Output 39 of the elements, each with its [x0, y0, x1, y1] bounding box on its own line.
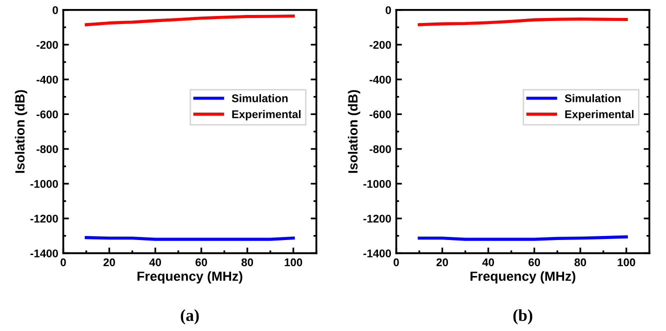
x-tick-label: 40 — [482, 258, 494, 266]
y-axis-title: Isolation (dB) — [348, 90, 360, 173]
y-tick-label: -800 — [36, 145, 58, 154]
y-tick-label: -800 — [370, 145, 391, 154]
y-tick-label: -600 — [370, 110, 391, 118]
y-tick-label: 0 — [386, 6, 391, 14]
y-tick-label: -1400 — [30, 249, 58, 258]
line-series — [84, 14, 295, 26]
y-tick-label: -200 — [36, 40, 58, 49]
y-tick-label: -400 — [370, 76, 391, 84]
y-tick-label: -1200 — [363, 214, 391, 223]
x-tick-label: 60 — [528, 258, 540, 266]
y-tick-label: -1000 — [30, 180, 58, 188]
text: (a) — [180, 309, 199, 324]
y-tick-label: -1400 — [363, 249, 391, 258]
text: (b) — [513, 309, 532, 324]
x-axis-title: Frequency (MHz) — [470, 271, 576, 284]
y-tick-label: -1000 — [363, 180, 391, 188]
x-tick-label: 40 — [149, 258, 162, 266]
y-tick-label: -600 — [36, 110, 58, 118]
x-tick-label: 20 — [436, 258, 448, 266]
y-tick-label: -200 — [370, 40, 391, 49]
x-tick-label: 100 — [618, 258, 636, 266]
legend-label: Experimental — [232, 110, 301, 120]
legend-label: Simulation — [232, 94, 288, 102]
x-tick-label: 80 — [574, 258, 586, 266]
x-tick-label: 80 — [242, 258, 254, 266]
x-tick-label: 0 — [394, 258, 399, 266]
y-tick-label: 0 — [52, 6, 58, 14]
x-axis-title: Frequency (MHz) — [138, 271, 242, 284]
y-axis-title: Isolation (dB) — [14, 90, 28, 173]
x-tick-label: 100 — [284, 258, 302, 266]
x-tick-label: 0 — [60, 258, 66, 266]
legend-label: Experimental — [565, 110, 634, 120]
legend-label: Simulation — [564, 94, 621, 102]
x-tick-label: 60 — [196, 258, 208, 266]
y-tick-label: -1200 — [30, 214, 58, 223]
y-tick-label: -400 — [36, 76, 58, 84]
x-tick-label: 20 — [103, 258, 116, 266]
